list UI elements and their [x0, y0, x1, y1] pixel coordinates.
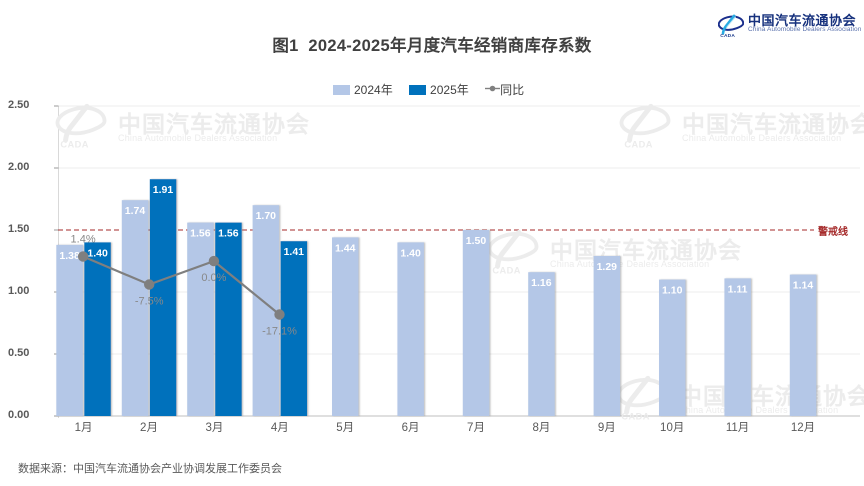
svg-text:1月: 1月 — [75, 422, 93, 434]
svg-text:1.41: 1.41 — [284, 246, 305, 258]
svg-text:10月: 10月 — [660, 422, 684, 434]
svg-text:9月: 9月 — [598, 422, 616, 434]
svg-text:3月: 3月 — [205, 422, 223, 434]
svg-text:12月: 12月 — [791, 422, 815, 434]
svg-text:1.38: 1.38 — [59, 250, 80, 262]
svg-text:1.56: 1.56 — [190, 228, 211, 240]
svg-text:1.40: 1.40 — [400, 247, 421, 259]
svg-text:0.0%: 0.0% — [201, 272, 226, 284]
svg-text:8月: 8月 — [532, 422, 550, 434]
svg-text:1.44: 1.44 — [335, 242, 356, 254]
svg-text:11月: 11月 — [726, 422, 749, 434]
svg-text:1.4%: 1.4% — [71, 234, 96, 246]
svg-text:-7.5%: -7.5% — [135, 296, 164, 308]
svg-text:1.50: 1.50 — [466, 235, 487, 247]
svg-text:7月: 7月 — [467, 422, 485, 434]
svg-text:1.14: 1.14 — [793, 280, 814, 292]
svg-text:2月: 2月 — [140, 422, 158, 434]
svg-text:1.10: 1.10 — [662, 285, 683, 297]
svg-text:1.11: 1.11 — [728, 283, 748, 295]
svg-text:6月: 6月 — [402, 422, 420, 434]
svg-text:1.29: 1.29 — [597, 261, 618, 273]
svg-text:1.56: 1.56 — [218, 228, 239, 240]
svg-text:4月: 4月 — [271, 422, 289, 434]
svg-text:1.40: 1.40 — [87, 247, 108, 259]
svg-text:1.16: 1.16 — [531, 277, 552, 289]
svg-text:1.70: 1.70 — [256, 210, 277, 222]
svg-text:5月: 5月 — [336, 422, 354, 434]
svg-text:1.91: 1.91 — [153, 184, 174, 196]
svg-text:1.74: 1.74 — [125, 205, 146, 217]
svg-text:-17.1%: -17.1% — [262, 326, 297, 338]
